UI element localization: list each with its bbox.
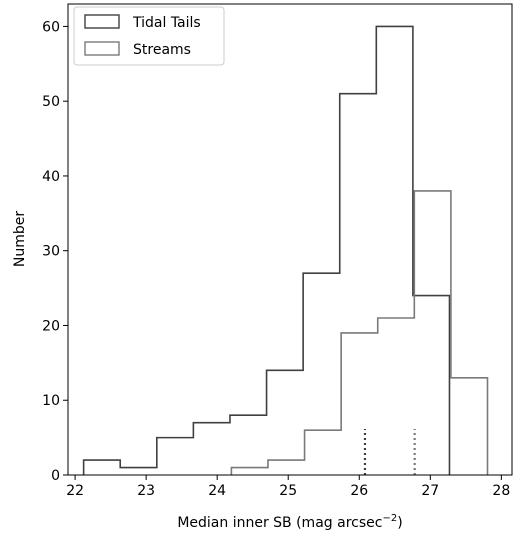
histogram-bin-streams-2 [305,430,342,475]
y-tick-label: 20 [42,318,60,334]
x-tick-label: 26 [350,483,368,499]
x-tick-label: 23 [137,483,155,499]
histogram-bin-tidal-tails-0 [84,460,121,475]
y-tick-label: 50 [42,94,60,110]
y-axis-label: Number [12,211,28,267]
series-layer [82,25,489,475]
histogram-bin-tidal-tails-2 [157,438,194,475]
histogram-bin-streams-0 [231,468,268,475]
legend-swatch-streams [84,41,120,56]
plot-area [67,3,513,476]
x-axis-label-exponent: −2 [382,513,397,524]
histogram-step-tidal-tails [82,25,451,475]
x-tick-label: 24 [208,483,226,499]
y-tick-label: 60 [42,19,60,35]
x-tick-label: 22 [66,483,84,499]
x-axis: 22 23 24 25 26 27 28 [66,475,510,499]
legend-label-streams: Streams [133,42,191,58]
histogram-step-streams [230,190,489,475]
legend-swatch-tidal-tails [84,14,120,29]
histogram-bin-tidal-tails-4 [230,415,267,475]
x-tick-label: 27 [421,483,439,499]
histogram-bin-streams-4 [378,318,415,475]
histogram-bin-tidal-tails-3 [193,423,230,475]
y-tick-label: 30 [42,244,60,260]
legend: Tidal Tails Streams [73,6,225,66]
histogram-bin-tidal-tails-1 [120,468,157,475]
histogram-bin-streams-3 [341,333,378,475]
legend-frame [73,6,225,66]
histogram-bin-streams-6 [451,378,488,475]
x-tick-label: 25 [279,483,297,499]
y-tick-label: 40 [42,169,60,185]
x-tick-label: 28 [492,483,510,499]
histogram-bin-streams-5 [414,191,451,475]
y-axis: 0 10 20 30 40 50 60 [42,19,68,484]
x-axis-label: Median inner SB (mag arcsec−2) [177,513,402,531]
legend-label-tidal-tails: Tidal Tails [132,15,201,31]
histogram-bin-streams-1 [268,460,305,475]
y-tick-label: 10 [42,393,60,409]
y-tick-label: 0 [51,468,60,484]
plot-frame [67,3,513,476]
x-axis-label-close: ) [397,515,402,531]
